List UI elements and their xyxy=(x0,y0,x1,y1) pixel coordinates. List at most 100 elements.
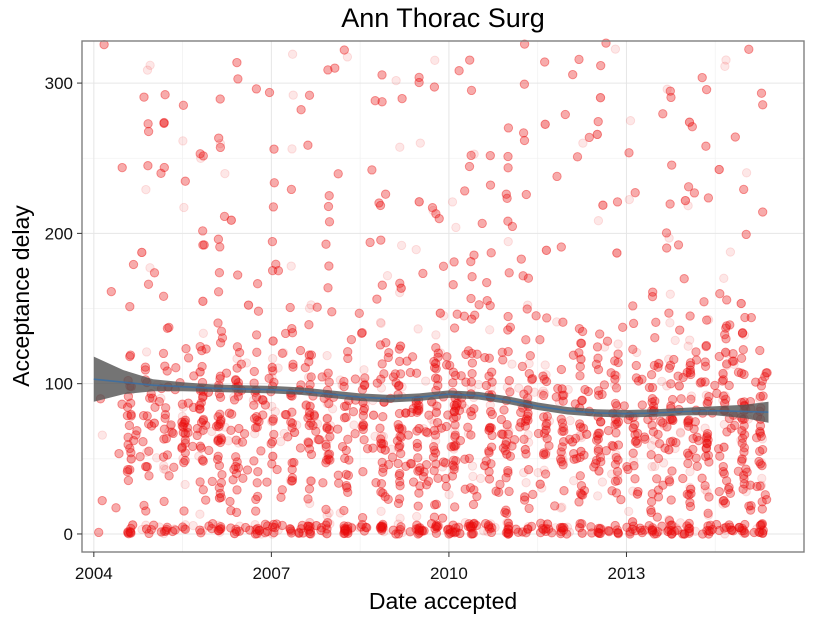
data-point xyxy=(380,445,390,455)
data-point xyxy=(523,522,533,532)
data-point xyxy=(198,425,208,435)
data-point xyxy=(629,424,639,434)
data-point xyxy=(519,467,529,478)
data-point xyxy=(611,449,621,460)
chart-title: Ann Thorac Surg xyxy=(341,3,545,33)
data-point xyxy=(305,476,315,486)
data-point xyxy=(197,525,208,536)
data-point xyxy=(695,378,705,388)
data-point xyxy=(387,452,398,462)
data-point xyxy=(467,521,477,531)
data-point xyxy=(198,328,208,338)
data-point xyxy=(502,422,513,432)
data-point xyxy=(536,389,546,399)
data-point xyxy=(379,527,389,537)
data-point xyxy=(270,406,280,417)
data-point xyxy=(658,458,669,468)
data-point xyxy=(594,523,604,534)
data-point xyxy=(719,419,729,430)
data-point xyxy=(286,261,296,271)
data-point xyxy=(684,117,695,127)
data-point xyxy=(279,428,289,439)
data-point xyxy=(675,427,686,437)
data-point xyxy=(301,401,311,411)
data-point xyxy=(718,370,729,380)
data-point xyxy=(733,367,744,377)
data-point xyxy=(396,448,406,459)
data-point xyxy=(672,525,683,535)
data-point xyxy=(195,404,205,414)
data-point xyxy=(595,525,605,535)
data-point xyxy=(322,423,332,433)
data-point xyxy=(287,144,297,154)
data-point xyxy=(226,425,236,435)
data-point xyxy=(141,461,151,472)
data-point xyxy=(178,402,188,412)
data-point xyxy=(486,522,496,532)
data-point xyxy=(393,526,403,536)
data-point xyxy=(126,454,136,464)
data-point xyxy=(593,491,603,501)
data-point xyxy=(729,356,739,366)
data-point xyxy=(431,330,441,340)
data-point xyxy=(449,526,459,537)
data-point xyxy=(159,464,169,474)
data-point xyxy=(757,434,768,444)
data-point xyxy=(665,289,675,299)
data-point xyxy=(539,428,550,438)
data-point xyxy=(346,522,356,532)
data-point xyxy=(395,287,405,298)
data-point xyxy=(577,528,587,538)
data-point xyxy=(248,395,259,405)
data-point xyxy=(670,335,680,346)
data-point xyxy=(653,358,664,368)
data-point xyxy=(612,248,622,258)
data-point xyxy=(540,119,550,129)
data-point xyxy=(594,466,604,476)
data-point xyxy=(397,527,408,538)
data-point xyxy=(629,456,639,466)
data-point xyxy=(486,527,497,538)
data-point xyxy=(139,500,149,511)
data-point xyxy=(394,380,404,391)
data-point xyxy=(159,528,169,539)
data-point xyxy=(194,451,204,461)
data-point xyxy=(354,523,365,533)
data-point xyxy=(681,369,692,380)
data-point xyxy=(562,522,573,532)
data-point xyxy=(756,524,766,535)
data-point xyxy=(541,447,551,457)
data-point xyxy=(431,358,441,369)
data-point xyxy=(229,392,239,402)
data-point xyxy=(228,475,238,485)
data-point xyxy=(575,430,585,440)
data-point xyxy=(421,376,431,386)
data-point xyxy=(304,517,315,528)
data-point xyxy=(557,384,567,394)
data-point xyxy=(483,527,493,537)
data-point xyxy=(436,348,446,358)
data-point xyxy=(564,527,575,537)
data-point xyxy=(460,403,470,414)
data-point xyxy=(690,526,701,536)
data-point xyxy=(288,90,298,100)
data-point xyxy=(235,521,245,531)
data-point xyxy=(180,430,191,440)
data-point xyxy=(663,526,673,537)
data-point xyxy=(195,509,205,519)
data-point xyxy=(484,448,494,458)
data-point xyxy=(700,484,710,495)
data-point xyxy=(397,424,407,434)
data-point xyxy=(503,236,513,247)
data-point xyxy=(725,247,736,257)
data-point xyxy=(330,63,340,73)
data-point xyxy=(289,427,300,438)
data-point xyxy=(685,466,695,477)
data-point xyxy=(394,356,405,367)
data-point xyxy=(667,520,677,530)
data-point xyxy=(497,429,507,439)
data-point xyxy=(213,434,223,444)
data-point xyxy=(503,529,513,539)
data-point xyxy=(664,354,674,364)
data-point xyxy=(215,138,226,149)
